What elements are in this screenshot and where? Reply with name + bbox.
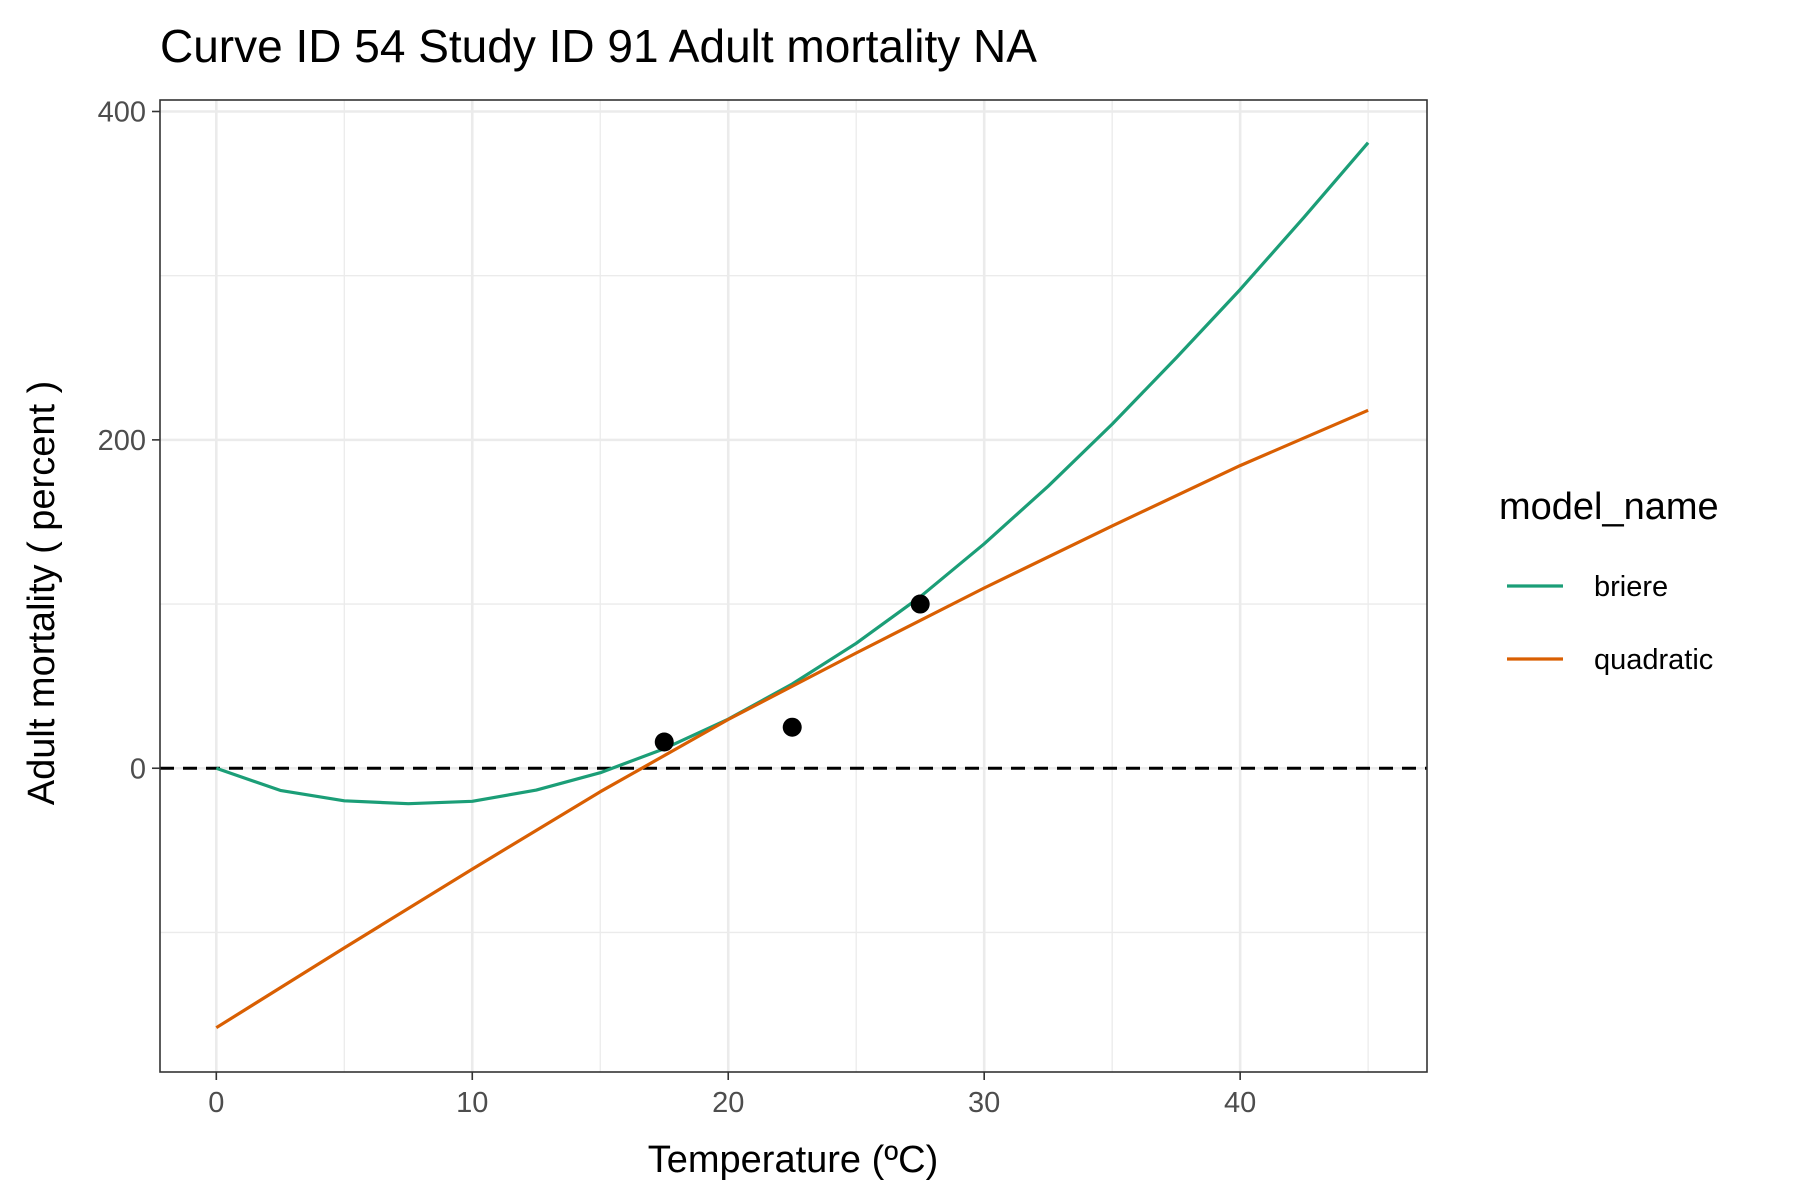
series-layer [215, 141, 1370, 1030]
points-layer [654, 594, 930, 752]
y-axis: 0 200 400 [98, 96, 160, 785]
legend-title: model_name [1499, 486, 1719, 528]
data-point [782, 717, 802, 737]
y-tick-label: 0 [130, 753, 146, 785]
legend-label-quadratic: quadratic [1594, 644, 1713, 676]
y-tick-label: 400 [98, 96, 146, 128]
legend-items: briere quadratic [1507, 571, 1713, 676]
grid [160, 100, 1427, 1072]
legend: model_name briere quadratic [1499, 486, 1719, 676]
y-axis-title: Adult mortality ( percent ) [21, 381, 63, 805]
x-tick-label: 20 [712, 1087, 744, 1119]
x-axis-title: Temperature (ºC) [648, 1139, 939, 1181]
chart-title: Curve ID 54 Study ID 91 Adult mortality … [160, 20, 1037, 72]
y-tick-label: 200 [98, 425, 146, 457]
data-point [910, 594, 930, 614]
series-line-briere [215, 141, 1370, 806]
series-line-quadratic [215, 408, 1369, 1030]
legend-label-briere: briere [1594, 571, 1668, 603]
x-tick-label: 40 [1224, 1087, 1256, 1119]
x-tick-label: 30 [968, 1087, 1000, 1119]
data-point [654, 732, 674, 752]
x-axis: 0 10 20 30 40 [208, 1072, 1256, 1119]
x-tick-label: 0 [208, 1087, 224, 1119]
plot-panel-border [159, 99, 1428, 1073]
x-tick-label: 10 [456, 1087, 488, 1119]
